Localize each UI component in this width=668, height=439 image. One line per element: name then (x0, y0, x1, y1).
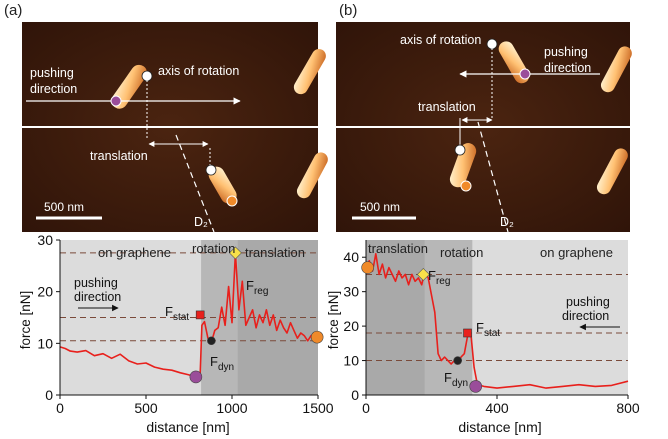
chart-b-marker-point-4 (469, 380, 483, 393)
chart-b-marker-f-reg (416, 268, 430, 281)
nanorod-side-b1 (600, 46, 632, 93)
chart-a-ylabel: force [nN] (18, 291, 33, 350)
afm-b-scale-label: 500 nm (360, 200, 400, 214)
chart-b-push-label-2: direction (562, 309, 609, 323)
chart-b-fdyn-label: Fdyn (444, 370, 468, 389)
chart-a-series-line-0 (59, 252, 319, 378)
afm-b-d2-label: D₂ (500, 215, 514, 229)
chart-a-marker-f-stat (195, 310, 205, 320)
chart-a-region-label-0: on graphene (98, 245, 171, 260)
chart-b-xtick-label-0: 0 (362, 400, 370, 416)
chart-b-series-line-0 (365, 253, 629, 389)
chart-b-push-label-1: pushing (566, 295, 610, 309)
panel-a-letter: (a) (4, 2, 23, 19)
chart-b-xtick-label-1: 400 (485, 400, 509, 416)
d2-line-a (175, 134, 215, 233)
rotation-axis-point-b-after (454, 144, 466, 156)
afm-b-push-label-1: pushing (544, 45, 588, 59)
chart-a-region-label-1: rotation (192, 241, 235, 256)
chart-a-xtick-label-1: 500 (134, 400, 158, 416)
push-point-b (519, 68, 531, 80)
chart-b-xlabel: distance [nm] (458, 419, 541, 435)
chart-b-ylabel: force [nN] (326, 291, 341, 350)
chart-b-region-0 (366, 240, 425, 395)
afm-a-push-label-1: pushing (30, 66, 74, 80)
end-point-a (226, 195, 238, 207)
chart-a-fstat-label: Fstat (165, 304, 189, 323)
nanorod-side-a1 (293, 48, 326, 95)
chart-a-push-label-1: pushing (74, 276, 118, 290)
chart-b-xtick-label-2: 800 (616, 400, 640, 416)
chart-a-xtick-label-2: 1000 (216, 400, 247, 416)
force-chart-b: 0 400 800 0 10 20 30 40 (343, 240, 640, 416)
afm-a-axis-label: axis of rotation (158, 64, 239, 78)
afm-image-b (336, 22, 632, 233)
chart-a-ytick-label-3: 30 (37, 232, 53, 248)
chart-b-marker-f-dyn (453, 356, 463, 365)
chart-a-marker-point-3 (189, 370, 203, 384)
chart-a-xlabel: distance [nm] (146, 419, 229, 435)
nanorod-after-a (208, 166, 237, 204)
chart-a-marker-point-4 (310, 330, 324, 344)
chart-b-ytick-label-1: 10 (343, 353, 359, 369)
chart-a-fdyn-label: Fdyn (210, 354, 234, 373)
force-chart-a: 0 500 1000 1500 0 10 20 30 (37, 232, 333, 416)
afm-b-axis-label: axis of rotation (400, 33, 481, 47)
chart-b-ytick-label-3: 30 (343, 284, 359, 300)
chart-b-region-2 (472, 240, 628, 395)
rotation-axis-point-b (486, 38, 498, 50)
chart-b-ytick-label-2: 20 (343, 318, 359, 334)
chart-b-region-1 (424, 240, 473, 395)
afm-image-a (22, 22, 328, 233)
afm-a-d2-label: D₂ (194, 215, 208, 229)
chart-b-region-label-1: rotation (440, 245, 483, 260)
nanorod-side-b2 (596, 148, 628, 195)
d2-line-b (477, 121, 509, 233)
chart-a-xtick-label-0: 0 (56, 400, 64, 416)
chart-a-ytick-label-1: 10 (37, 335, 53, 351)
chart-b-ytick-label-4: 40 (343, 249, 359, 265)
panel-b-letter: (b) (339, 2, 358, 19)
chart-a-region-label-2: translation (245, 245, 305, 260)
chart-b-region-label-2: on graphene (540, 245, 613, 260)
chart-b-region-label-0: translation (368, 241, 428, 256)
chart-b-fstat-label: Fstat (476, 320, 500, 339)
afm-a-scale-label: 500 nm (44, 200, 84, 214)
chart-a-xtick-label-3: 1500 (302, 400, 333, 416)
afm-b-translation-label: translation (418, 100, 476, 114)
chart-a-push-label-2: direction (74, 290, 121, 304)
chart-b-marker-f-stat (463, 328, 472, 338)
afm-a-push-label-2: direction (30, 82, 77, 96)
rotation-axis-point-a-after (205, 164, 217, 176)
nanorod-after-b (449, 143, 477, 188)
chart-a-marker-f-reg (229, 246, 242, 260)
chart-a-ytick-label-0: 0 (45, 387, 53, 403)
nanorod-side-a2 (296, 152, 328, 199)
push-point-a (110, 95, 122, 107)
chart-b-freg-label: Freg (428, 268, 450, 287)
chart-b-ytick-label-0: 0 (351, 387, 359, 403)
chart-a-marker-f-dyn (207, 336, 216, 346)
rotation-axis-point-a (141, 70, 153, 82)
chart-b-marker-point-3 (361, 261, 374, 274)
afm-a-translation-label: translation (90, 149, 148, 163)
chart-a-freg-label: Freg (246, 278, 268, 297)
chart-a-ytick-label-2: 20 (37, 284, 53, 300)
afm-b-push-label-2: direction (544, 61, 591, 75)
end-point-b (460, 180, 472, 192)
